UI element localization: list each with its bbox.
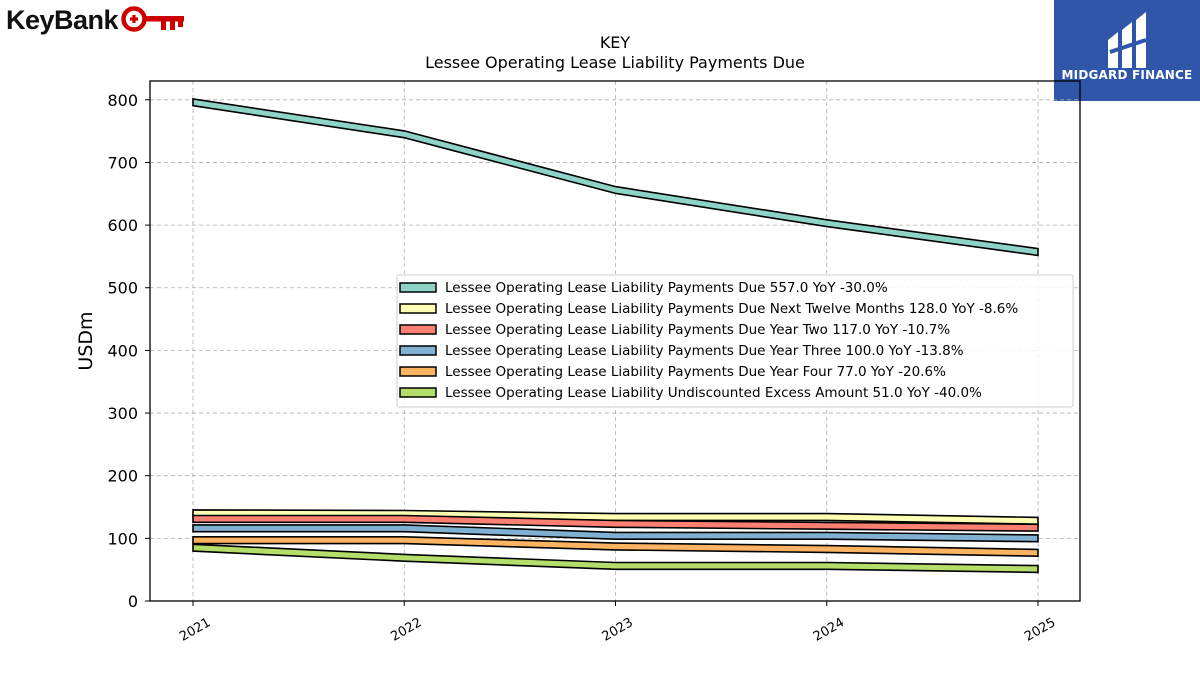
series-line-3 (192, 514, 1039, 532)
legend-swatch-2 (399, 303, 437, 314)
legend-label-4: Lessee Operating Lease Liability Payment… (445, 343, 964, 359)
series-line-4 (192, 524, 1039, 543)
y-tick-label: 600 (107, 216, 138, 235)
x-tick-label: 2023 (600, 615, 636, 645)
x-tick-label: 2021 (177, 615, 213, 645)
legend-box (396, 274, 1074, 408)
chart-subtitle: Lessee Operating Lease Liability Payment… (425, 53, 805, 72)
legend-swatch-3 (399, 324, 437, 335)
legend-label-1: Lessee Operating Lease Liability Payment… (445, 280, 888, 296)
legend-swatch-5 (399, 366, 437, 377)
keybank-logo: KeyBank (6, 4, 185, 36)
legend-label-3: Lessee Operating Lease Liability Payment… (445, 322, 950, 338)
legend-label-6: Lessee Operating Lease Liability Undisco… (445, 385, 982, 401)
midgard-wordmark: MIDGARD FINANCE (1061, 68, 1193, 82)
y-tick-label: 0 (128, 592, 138, 611)
series-line-6 (192, 543, 1039, 574)
x-tick-label: 2024 (811, 615, 847, 645)
midgard-mark-icon (1108, 12, 1147, 68)
series-line-5 (192, 536, 1039, 558)
legend-swatch-6 (399, 387, 437, 398)
y-tick-label: 100 (107, 529, 138, 548)
keybank-wordmark: KeyBank (6, 4, 119, 35)
legend-swatch-4 (399, 345, 437, 356)
legend-label-2: Lessee Operating Lease Liability Payment… (445, 301, 1018, 317)
legend-swatch-1 (399, 282, 437, 293)
x-tick-label: 2022 (388, 615, 424, 645)
series-layer (192, 97, 1039, 574)
series-line-1 (192, 97, 1039, 257)
y-tick-label: 200 (107, 467, 138, 486)
y-tick-label: 500 (107, 279, 138, 298)
chart-title: KEY (599, 33, 631, 52)
y-tick-label: 300 (107, 404, 138, 423)
legend: Lessee Operating Lease Liability Payment… (396, 274, 1074, 408)
y-tick-label: 800 (107, 91, 138, 110)
legend-label-5: Lessee Operating Lease Liability Payment… (445, 364, 946, 380)
key-icon (121, 6, 185, 32)
x-tick-label: 2025 (1022, 615, 1058, 645)
midgard-finance-logo: MIDGARD FINANCE (1054, 0, 1200, 101)
y-tick-label: 700 (107, 153, 138, 172)
y-tick-label: 400 (107, 341, 138, 360)
y-axis-label: USDm (75, 311, 97, 370)
